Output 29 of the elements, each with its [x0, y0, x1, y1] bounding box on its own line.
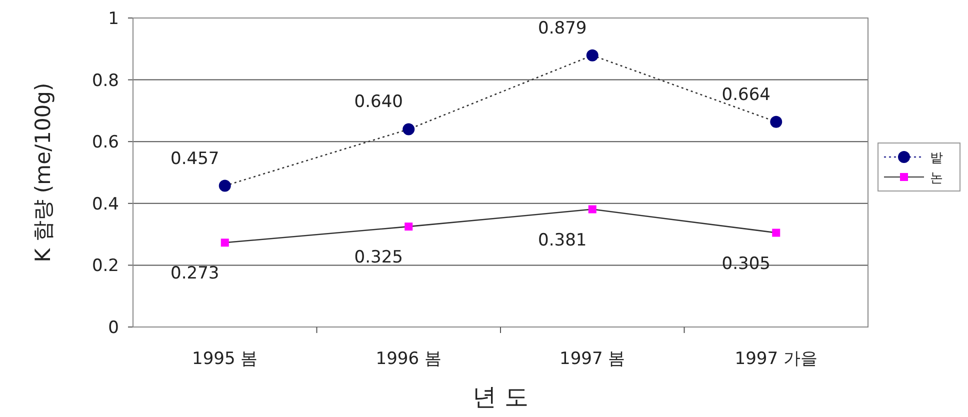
data-label: 0.381 — [538, 230, 587, 250]
data-label: 0.640 — [354, 92, 403, 112]
y-tick-label: 0.4 — [92, 194, 119, 214]
x-axis-title: 년 도 — [472, 383, 528, 411]
legend-label: 논 — [930, 171, 943, 186]
point — [402, 123, 415, 136]
point — [770, 116, 782, 128]
point — [588, 205, 596, 214]
x-tick-label: 1997 가을 — [734, 349, 818, 369]
point — [772, 228, 780, 237]
data-label: 0.457 — [170, 148, 220, 169]
y-tick-label: 0.8 — [92, 70, 119, 91]
point — [218, 180, 231, 192]
data-label: 0.325 — [354, 248, 403, 268]
y-tick-label: 0 — [108, 318, 119, 338]
x-tick-label: 1995 봄 — [192, 349, 258, 369]
x-tick-label: 1996 봄 — [376, 349, 442, 369]
y-tick-label: 1 — [108, 9, 119, 29]
data-label: 0.273 — [170, 264, 220, 284]
y-axis-title: K 함량 (me/100g) — [31, 82, 55, 262]
legend-label: 밭 — [930, 151, 943, 166]
point — [220, 238, 229, 247]
y-tick-label: 0.2 — [92, 256, 119, 276]
data-label: 0.879 — [538, 18, 587, 38]
point — [404, 222, 413, 231]
y-tick-label: 0.6 — [92, 132, 119, 153]
point — [586, 49, 598, 62]
data-label: 0.664 — [722, 84, 770, 105]
x-tick-label: 1997 봄 — [560, 349, 626, 369]
